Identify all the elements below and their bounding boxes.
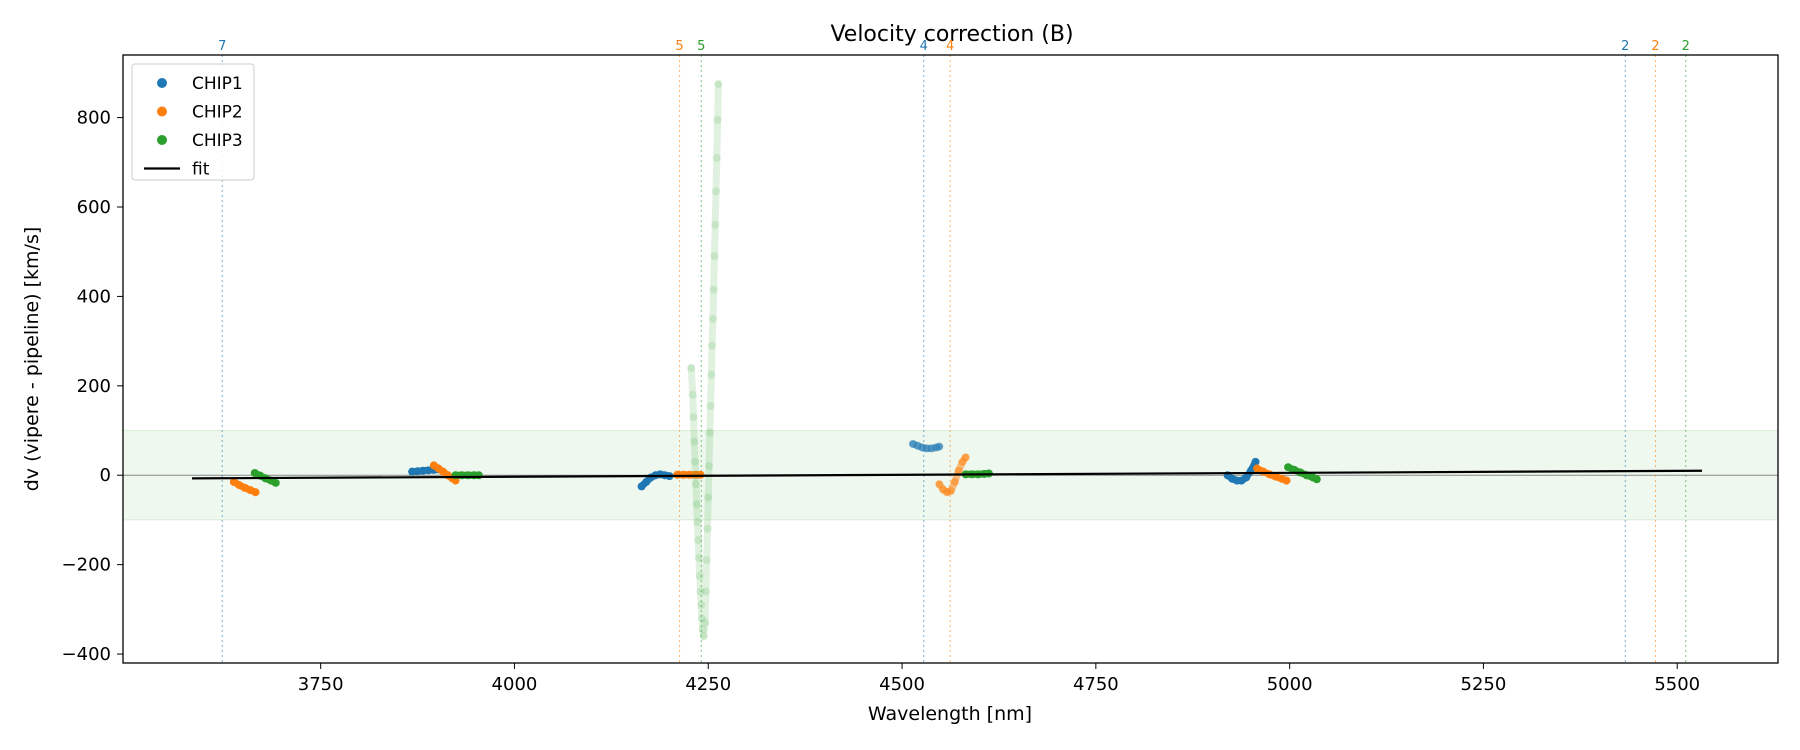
data-point-chip3 [691, 457, 700, 466]
legend-label: CHIP2 [192, 103, 243, 123]
data-point-chip3 [705, 428, 714, 437]
x-tick-label: 3750 [298, 674, 344, 695]
x-tick-label: 5000 [1267, 674, 1313, 695]
order-label: 2 [1682, 39, 1690, 54]
data-point-chip3 [694, 536, 703, 545]
data-segment-chip3 [687, 80, 722, 640]
data-point-chip3 [698, 614, 707, 623]
data-point-chip3 [699, 632, 708, 641]
axes-frame [122, 54, 1779, 664]
data-point-chip3 [689, 413, 698, 422]
x-tick-label: 4500 [879, 674, 925, 695]
data-point-chip3 [708, 314, 717, 323]
data-point-chip3 [713, 115, 722, 124]
data-point-chip3 [692, 500, 701, 509]
x-tick-label: 4750 [1073, 674, 1119, 695]
data-point-chip3 [697, 600, 706, 609]
y-tick-label: 600 [77, 197, 111, 218]
data-segment-chip3 [1284, 463, 1321, 483]
data-segment-chip2 [430, 461, 460, 485]
order-label: 4 [946, 39, 954, 54]
axis-ticks: 3750 4000 4250 4500 4750 5000 5250 5500−400−200… [62, 108, 1701, 695]
y-tick-label: −400 [62, 644, 111, 665]
data-point-chip3 [701, 618, 710, 627]
data-segment-chip2 [230, 478, 260, 496]
legend-box [131, 63, 255, 181]
data-point-chip3 [688, 390, 697, 399]
legend-label: CHIP1 [192, 74, 243, 94]
data-point-chip3 [696, 587, 705, 596]
data-point-chip3 [711, 220, 720, 229]
data-point-chip3 [706, 401, 715, 410]
y-tick-label: 200 [77, 376, 111, 397]
data-point-chip3 [691, 480, 700, 489]
data-segment-chip2 [935, 453, 970, 496]
data-point-chip3 [707, 370, 716, 379]
legend-marker-chip2 [157, 106, 167, 117]
order-label: 2 [1621, 39, 1629, 54]
y-tick-label: 0 [100, 465, 111, 486]
legend-label: CHIP3 [192, 131, 243, 151]
data-point-chip3 [690, 437, 699, 446]
data-point-chip3 [709, 285, 718, 294]
order-label: 4 [920, 39, 928, 54]
legend-marker-chip3 [157, 135, 167, 145]
fit-line [191, 469, 1703, 480]
order-label: 5 [675, 39, 683, 54]
data-point-chip3 [687, 363, 696, 372]
data-point-chip3 [693, 518, 702, 527]
legend-marker-chip1 [157, 78, 167, 88]
data-point-chip3 [705, 462, 714, 471]
data-point-chip3 [695, 571, 704, 580]
data-point-chip3 [714, 80, 723, 89]
data-point-chip3 [708, 341, 717, 350]
x-axis-label: Wavelength [nm] [868, 703, 1032, 725]
data-point-chip3 [702, 556, 711, 565]
data-point-chip3 [710, 252, 719, 261]
y-tick-label: 400 [77, 286, 111, 307]
data-segment-chip2 [1253, 465, 1290, 485]
data-point-chip3 [698, 625, 707, 634]
data-point-chip3 [712, 187, 721, 196]
order-label: 2 [1651, 39, 1659, 54]
data-segment-chip1 [909, 440, 943, 452]
y-axis-label: dv (vipere - pipeline) [km/s] [21, 227, 43, 492]
data-segment-chip1 [1224, 458, 1259, 485]
data-point-chip3 [704, 493, 713, 502]
x-tick-label: 4250 [685, 674, 731, 695]
x-tick-label: 4000 [492, 674, 538, 695]
data-point-chip3 [703, 524, 712, 533]
data-point-chip3 [694, 553, 703, 562]
x-tick-label: 5250 [1461, 674, 1507, 695]
data-point-chip3 [712, 153, 721, 162]
chart-title: Velocity correction (B) [830, 22, 1073, 47]
y-tick-label: −200 [62, 555, 111, 576]
legend: CHIP1 CHIP2 CHIP3 fit [131, 63, 255, 181]
legend-label: fit [192, 160, 210, 180]
y-tick-label: 800 [77, 108, 111, 129]
x-tick-label: 5500 [1654, 674, 1700, 695]
order-label: 5 [697, 39, 705, 54]
data-point-chip3 [701, 587, 710, 596]
order-label: 7 [218, 39, 226, 54]
